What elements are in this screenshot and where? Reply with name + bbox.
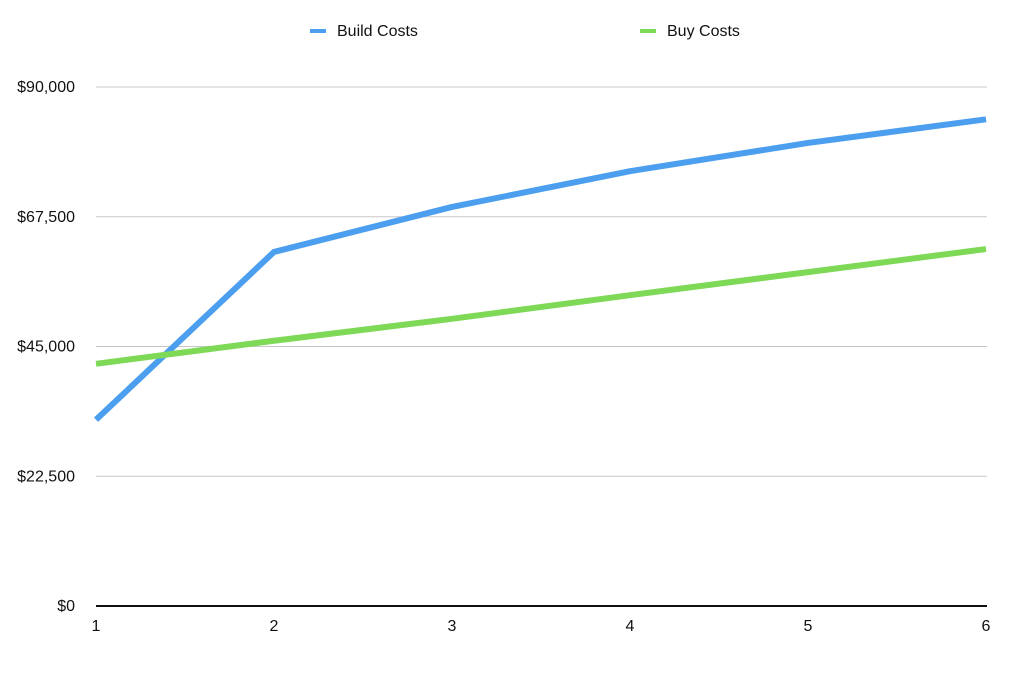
x-tick-label: 3	[448, 618, 457, 635]
x-tick-label: 6	[982, 618, 991, 635]
x-tick-label: 2	[270, 618, 279, 635]
data-line	[95, 246, 987, 367]
legend-label: Build Costs	[337, 23, 418, 40]
y-tick-label: $22,500	[17, 468, 75, 485]
y-tick-label: $45,000	[17, 339, 75, 356]
y-tick-label: $90,000	[17, 79, 75, 96]
y-tick-label: $67,500	[17, 209, 75, 226]
legend-label: Buy Costs	[667, 23, 740, 40]
data-line	[93, 116, 987, 422]
x-tick-label: 1	[92, 618, 101, 635]
x-tick-label: 5	[804, 618, 813, 635]
x-tick-label: 4	[626, 618, 635, 635]
y-tick-label: $0	[57, 598, 75, 615]
